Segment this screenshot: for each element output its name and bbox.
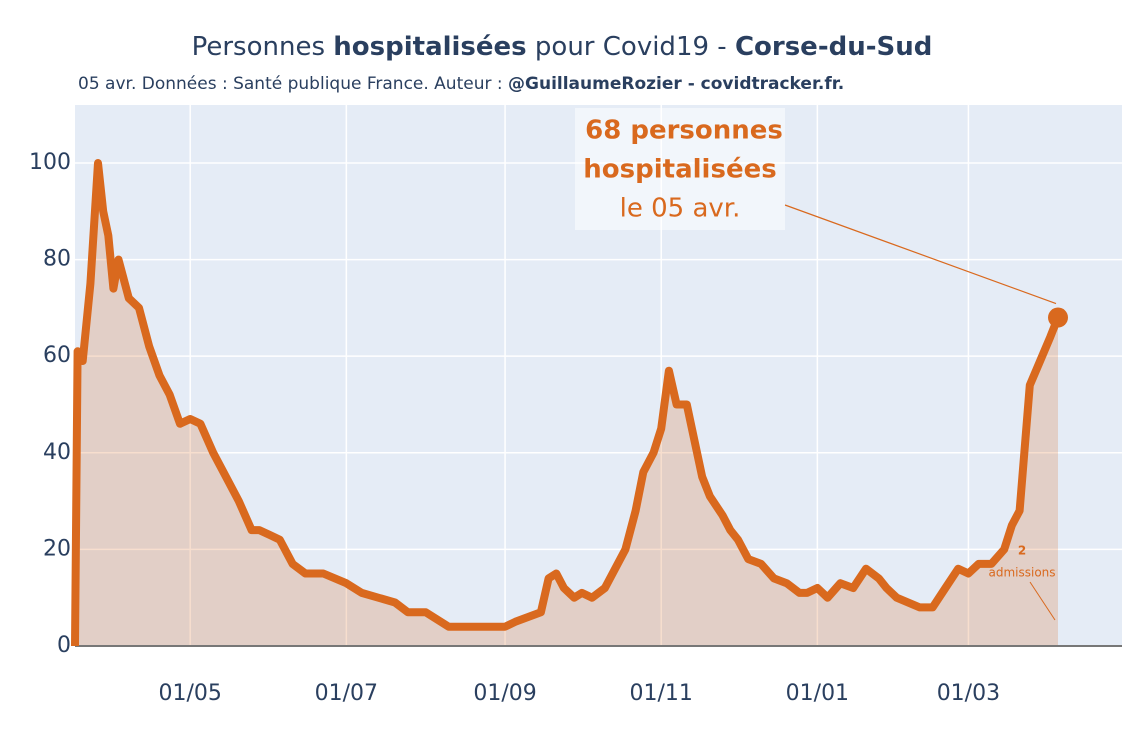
- title-part: Corse-du-Sud: [735, 32, 932, 62]
- annotation-small: 2: [1018, 544, 1026, 558]
- y-tick-label: 0: [57, 633, 71, 658]
- subtitle-part: 05 avr. Données : Santé publique France.…: [78, 74, 508, 94]
- x-tick-label: 01/07: [315, 681, 378, 706]
- y-tick-label: 80: [43, 247, 71, 272]
- y-tick-label: 20: [43, 536, 71, 561]
- x-tick-label: 01/09: [473, 681, 536, 706]
- x-tick-label: 01/01: [786, 681, 849, 706]
- annotation-box: [575, 108, 785, 230]
- subtitle-part: @GuillaumeRozier - covidtracker.fr.: [508, 74, 844, 94]
- x-tick-label: 01/05: [158, 681, 221, 706]
- y-tick-label: 40: [43, 440, 71, 465]
- annotation-text: le 05 avr.: [620, 194, 741, 224]
- annotation-text: 68 personnes: [585, 116, 783, 146]
- y-tick-label: 100: [29, 150, 71, 175]
- annotation-text: hospitalisées: [583, 155, 776, 185]
- subtitle: 05 avr. Données : Santé publique France.…: [78, 74, 844, 94]
- line: [71, 159, 1062, 647]
- last-point: [1048, 307, 1069, 328]
- annotation-arrow: [784, 204, 1057, 305]
- annotation-small: admissions: [988, 566, 1055, 580]
- title-part: Personnes: [192, 32, 334, 62]
- x-tick-label: 01/03: [937, 681, 1000, 706]
- y-tick-label: 60: [43, 343, 71, 368]
- title-part: hospitalisées: [333, 32, 526, 62]
- title-part: pour Covid19 -: [527, 32, 735, 62]
- x-tick-label: 01/11: [630, 681, 693, 706]
- chart-title: Personnes hospitalisées pour Covid19 - C…: [192, 32, 933, 62]
- plot-area: 0 20 40 60 80 100 01/05 01/07 01/09 01/11 01/01 01/…: [29, 105, 1122, 706]
- annotation-arrow: [1029, 581, 1056, 621]
- area: [75, 163, 1058, 646]
